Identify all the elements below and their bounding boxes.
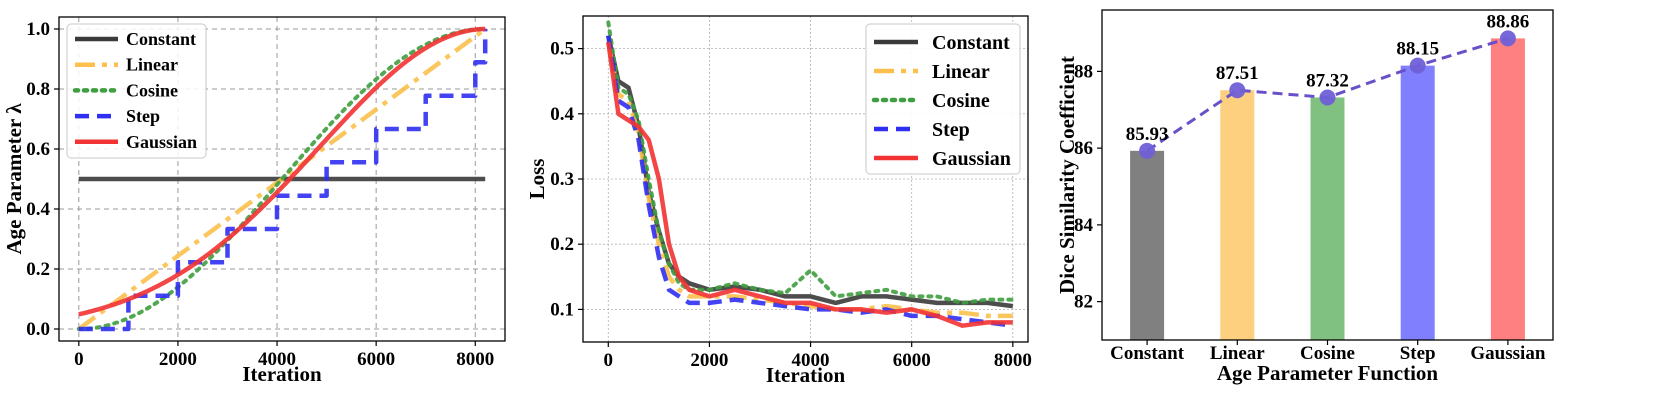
legend-box (865, 23, 1021, 175)
x-tick-label: 6000 (357, 349, 395, 370)
plot-frame (1101, 9, 1554, 341)
series-line-step (606, 35, 1014, 328)
trend-marker (1409, 57, 1426, 74)
legend: Constant Linear Cosine Step Gaussian (66, 23, 207, 159)
x-tick-label: 6000 (893, 350, 931, 371)
legend-label: Step (126, 106, 160, 126)
panel-loss: 0 2000 4000 6000 8000 0.1 0.2 0.3 0.4 0.5 Constant… (525, 15, 1032, 387)
series-line-gaussian (78, 26, 486, 317)
y-tick-label: 0.2 (550, 234, 574, 255)
y-tick-label: 84 (1074, 215, 1094, 236)
x-tick-label: 2000 (159, 349, 197, 370)
legend-label: Gaussian (126, 132, 197, 152)
x-tick-label: 2000 (690, 350, 728, 371)
legend-label: Linear (126, 55, 178, 75)
trend-marker (1319, 89, 1336, 106)
legend-box (66, 23, 207, 159)
y-axis-label: Loss (525, 159, 549, 200)
y-tick-label: 0.4 (26, 199, 50, 220)
y-tick-label: 0.2 (26, 259, 50, 280)
panel-dice-bar: 82 84 86 88 Constant Linear Cosine Step Gaussian… (1055, 9, 1554, 385)
y-tick-label: 88 (1074, 61, 1093, 82)
legend-label: Constant (126, 29, 196, 49)
data-label: 87.32 (1306, 70, 1349, 91)
x-axis-label: Age Parameter Function (1217, 361, 1439, 385)
series-line-cosine (76, 27, 488, 331)
bar-step (1400, 65, 1435, 341)
x-tick-label: 8000 (994, 350, 1032, 371)
data-label: 88.86 (1487, 11, 1530, 32)
plot-frame (582, 15, 1029, 343)
data-label: 85.93 (1126, 124, 1169, 145)
data-label: 88.15 (1396, 39, 1439, 60)
x-tick-label: Cosine (1300, 343, 1355, 364)
series-line-cosine (606, 20, 1015, 305)
y-axis-label: Dice Similarity Coefficient (1055, 56, 1079, 294)
x-axis-label: Iteration (766, 363, 846, 387)
y-tick-label: 0.1 (550, 299, 574, 320)
trend-marker (1139, 142, 1156, 159)
series-line-step (78, 29, 488, 332)
x-tick-label: Step (1400, 343, 1436, 364)
x-axis-label: Iteration (242, 362, 322, 386)
y-tick-label: 86 (1074, 138, 1093, 159)
y-axis-label: Age Parameter λ (2, 103, 26, 255)
y-tick-label: 0.6 (26, 139, 50, 160)
trend-marker (1229, 82, 1246, 99)
data-label: 87.51 (1216, 63, 1259, 84)
y-tick-label: 0.3 (550, 169, 574, 190)
x-tick-label: 4000 (792, 350, 830, 371)
plot-frame (58, 16, 506, 342)
series-line-gaussian (606, 41, 1013, 328)
panel-age-parameter: 0 2000 4000 6000 8000 0.0 0.2 0.4 0.6 0.8 1.0 Const… (2, 16, 506, 386)
legend-label: Step (932, 119, 970, 141)
x-tick-label: Linear (1210, 343, 1265, 364)
x-tick-label: 4000 (258, 349, 296, 370)
y-tick-label: 0.0 (26, 319, 50, 340)
bar-cosine (1310, 97, 1345, 340)
y-tick-label: 1.0 (26, 19, 50, 40)
bar-gaussian (1490, 38, 1525, 340)
legend: Constant Linear Cosine Step Gaussian (865, 23, 1021, 175)
bar-constant (1130, 150, 1165, 340)
legend-label: Constant (932, 32, 1010, 54)
x-tick-label: Constant (1110, 343, 1185, 364)
y-tick-label: 0.8 (26, 79, 50, 100)
legend-label: Linear (932, 61, 990, 83)
x-tick-label: 0 (74, 349, 84, 370)
bar-linear (1220, 90, 1255, 340)
y-tick-label: 82 (1074, 292, 1093, 313)
x-tick-label: Gaussian (1470, 343, 1545, 364)
legend-label: Gaussian (932, 148, 1011, 170)
x-tick-label: 8000 (456, 349, 494, 370)
x-tick-label: 0 (604, 350, 614, 371)
y-tick-label: 0.5 (550, 39, 574, 60)
legend-label: Cosine (126, 80, 178, 100)
y-tick-label: 0.4 (550, 104, 574, 125)
legend-label: Cosine (932, 90, 990, 112)
trend-marker (1499, 30, 1516, 47)
